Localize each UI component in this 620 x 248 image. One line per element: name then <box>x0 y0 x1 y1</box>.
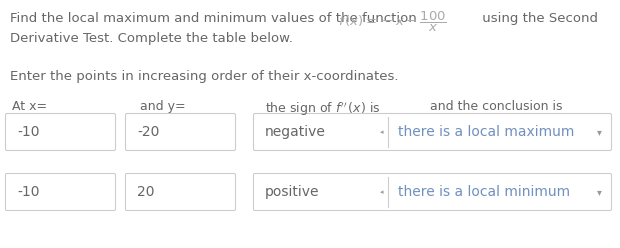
Text: -20: -20 <box>137 125 159 139</box>
Text: 20: 20 <box>137 185 154 199</box>
Text: ◂: ◂ <box>379 189 383 195</box>
Text: Find the local maximum and minimum values of the function: Find the local maximum and minimum value… <box>10 12 421 25</box>
Text: and y=: and y= <box>140 100 185 113</box>
Text: $f\,(x) = -x - \dfrac{100}{x}$: $f\,(x) = -x - \dfrac{100}{x}$ <box>338 10 447 34</box>
Text: the sign of $f''\,(x)$ is: the sign of $f''\,(x)$ is <box>265 100 381 118</box>
FancyBboxPatch shape <box>254 174 611 211</box>
Text: -10: -10 <box>17 125 40 139</box>
FancyBboxPatch shape <box>254 114 611 151</box>
Text: ▾: ▾ <box>597 127 602 137</box>
Text: using the Second: using the Second <box>478 12 598 25</box>
Text: At x=: At x= <box>12 100 47 113</box>
Text: ▾: ▾ <box>597 187 602 197</box>
Text: Derivative Test. Complete the table below.: Derivative Test. Complete the table belo… <box>10 32 293 45</box>
Text: positive: positive <box>265 185 319 199</box>
FancyBboxPatch shape <box>125 114 236 151</box>
Text: negative: negative <box>265 125 326 139</box>
FancyBboxPatch shape <box>125 174 236 211</box>
Text: and the conclusion is: and the conclusion is <box>430 100 562 113</box>
Text: Enter the points in increasing order of their x-coordinates.: Enter the points in increasing order of … <box>10 70 399 83</box>
FancyBboxPatch shape <box>6 174 115 211</box>
Text: there is a local maximum: there is a local maximum <box>398 125 575 139</box>
Text: there is a local minimum: there is a local minimum <box>398 185 570 199</box>
Text: -10: -10 <box>17 185 40 199</box>
FancyBboxPatch shape <box>6 114 115 151</box>
Text: ◂: ◂ <box>379 129 383 135</box>
